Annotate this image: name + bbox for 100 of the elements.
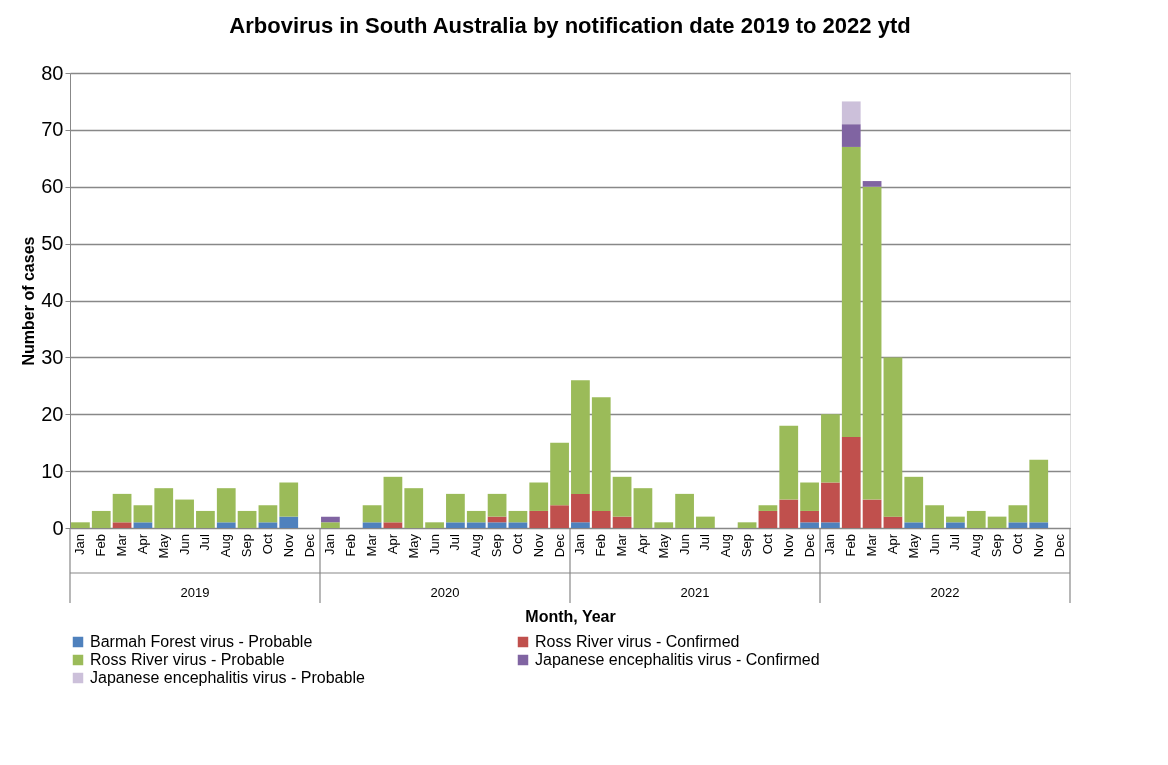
- bar: [966, 510, 986, 528]
- x-tick-label: Feb: [343, 534, 359, 557]
- bar: [841, 146, 861, 437]
- x-tick-label: Jul: [697, 533, 713, 551]
- bar: [466, 522, 486, 528]
- x-tick-label: Oct: [759, 533, 775, 555]
- x-tick-label: Jan: [572, 534, 588, 555]
- x-tick-label: Jan: [822, 534, 838, 555]
- bar: [987, 516, 1007, 528]
- y-axis-title: Number of cases: [20, 236, 38, 366]
- y-tick-label: 60: [41, 175, 64, 198]
- bar: [612, 516, 632, 528]
- bar: [779, 425, 799, 500]
- x-tick-label: Apr: [634, 533, 650, 555]
- bar: [904, 476, 924, 523]
- bar: [112, 493, 132, 523]
- bar: [258, 522, 278, 528]
- x-tick-label: Nov: [780, 533, 796, 558]
- bar: [550, 505, 569, 528]
- bar: [737, 522, 757, 528]
- bar: [800, 522, 819, 528]
- x-tick-label: Jun: [426, 534, 442, 555]
- x-tick-label: Apr: [134, 533, 150, 555]
- x-tick-label: Dec: [551, 533, 567, 558]
- x-tick-label: May: [655, 533, 671, 559]
- x-tick-label: Aug: [718, 534, 734, 558]
- bar: [133, 522, 153, 528]
- bar: [425, 522, 444, 528]
- x-tick-label: Aug: [468, 534, 484, 558]
- bar: [883, 357, 903, 517]
- y-tick-label: 80: [41, 61, 64, 84]
- x-tick-label: Jul: [947, 533, 963, 551]
- y-tick-label: 50: [41, 232, 64, 255]
- x-tick-label: Feb: [843, 534, 859, 557]
- text: 2021: [680, 585, 710, 600]
- bar: [487, 522, 507, 528]
- x-tick-label: Dec: [801, 533, 817, 558]
- text: 2020: [430, 585, 460, 600]
- bar: [654, 522, 674, 528]
- bar: [529, 510, 549, 528]
- bar: [487, 493, 507, 517]
- bar: [841, 124, 861, 147]
- bar: [633, 488, 653, 528]
- x-tick-label: Jan: [72, 534, 88, 555]
- bar: [279, 516, 299, 528]
- bar: [154, 488, 174, 528]
- x-tick-label: Aug: [218, 534, 234, 558]
- bar: [508, 522, 528, 528]
- bar: [321, 522, 340, 528]
- bar: [175, 499, 194, 528]
- legend-label: Barmah Forest virus - Probable: [90, 633, 313, 650]
- legend-label: Ross River virus - Probable: [90, 651, 285, 668]
- bar: [1008, 522, 1028, 528]
- x-tick-label: Sep: [239, 534, 255, 558]
- bar: [591, 510, 611, 528]
- bar: [383, 522, 403, 528]
- bar: [591, 397, 611, 511]
- bar: [279, 482, 299, 517]
- bar: [112, 522, 132, 528]
- bar: [529, 482, 549, 511]
- x-tick-label: Jun: [176, 534, 192, 555]
- bar: [446, 522, 465, 528]
- legend-label: Ross River virus - Confirmed: [535, 633, 740, 650]
- x-tick-label: Feb: [93, 534, 109, 557]
- x-tick-label: Jul: [447, 533, 463, 551]
- x-tick-label: Dec: [1051, 533, 1067, 558]
- bar: [216, 488, 236, 523]
- x-tick-label: Jul: [197, 533, 213, 551]
- bar: [696, 516, 715, 528]
- bar: [133, 505, 153, 523]
- x-tick-label: Nov: [530, 533, 546, 558]
- x-tick-label: Oct: [1009, 533, 1025, 555]
- bar: [362, 522, 382, 528]
- x-tick-label: Apr: [384, 533, 400, 555]
- x-tick-label: May: [905, 533, 921, 559]
- x-tick-label: Jan: [322, 534, 338, 555]
- x-tick-label: Jun: [676, 534, 692, 555]
- bar: [71, 522, 90, 528]
- bar: [841, 101, 861, 125]
- text: 2022: [930, 585, 960, 600]
- bar: [758, 505, 778, 511]
- bar: [800, 482, 819, 511]
- x-tick-label: Nov: [1030, 533, 1046, 558]
- bar: [862, 181, 882, 187]
- bar: [571, 493, 590, 523]
- bar: [779, 499, 799, 528]
- x-tick-label: Mar: [614, 533, 630, 557]
- bar: [404, 488, 424, 528]
- bar: [196, 510, 215, 528]
- x-tick-label: Jun: [926, 534, 942, 555]
- x-axis-title: Month, Year: [525, 607, 616, 625]
- bar: [904, 522, 924, 528]
- bar: [758, 510, 778, 528]
- bar: [446, 493, 465, 523]
- bar: [508, 510, 528, 523]
- chart-title: Arbovirus in South Australia by notification date 2019 to 2022 ytd: [229, 13, 911, 38]
- x-tick-label: Oct: [509, 533, 525, 555]
- x-tick-label: Aug: [968, 534, 984, 558]
- x-tick-label: Sep: [489, 534, 505, 558]
- bar: [862, 499, 882, 528]
